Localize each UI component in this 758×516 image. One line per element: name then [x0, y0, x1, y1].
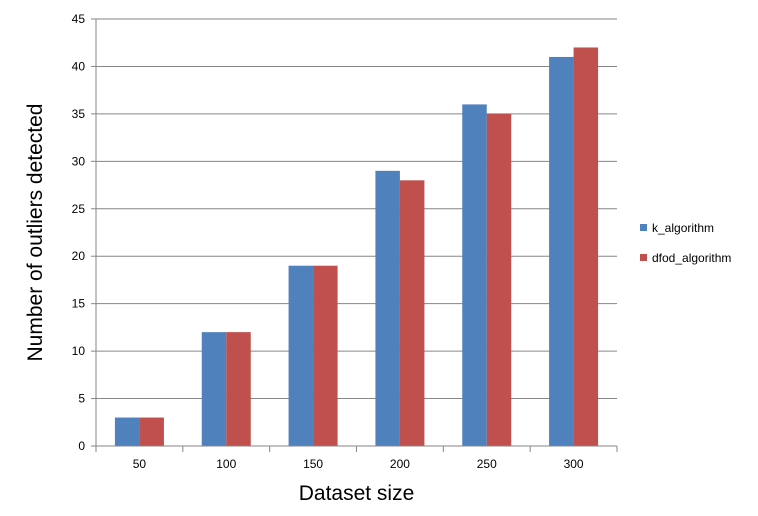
x-tick-label: 100: [216, 457, 236, 471]
y-tick-label: 20: [72, 249, 86, 263]
bar-k_algorithm-250: [462, 104, 487, 447]
bar-k_algorithm-300: [549, 56, 574, 446]
legend: k_algorithm dfod_algorithm: [640, 221, 731, 265]
x-tick-label: 250: [477, 457, 497, 471]
y-tick-label: 35: [72, 107, 86, 121]
y-axis-title: Number of outliers detected: [24, 104, 47, 362]
x-tick-label: 50: [133, 457, 147, 471]
x-tick-labels: 50 100 150 200 250 300: [95, 446, 618, 471]
x-tick-label: 150: [303, 457, 323, 471]
bar-k_algorithm-150: [288, 265, 314, 446]
y-tick-label: 10: [72, 344, 86, 358]
bar-k_algorithm-200: [375, 170, 400, 447]
legend-swatch-dfod_algorithm: [640, 254, 647, 261]
x-tick-label: 200: [390, 457, 410, 471]
legend-label-k_algorithm: k_algorithm: [652, 221, 714, 235]
y-tick-label: 30: [72, 154, 86, 168]
gridlines: [96, 18, 617, 400]
bar-k_algorithm-50: [114, 417, 140, 446]
x-tick-label: 300: [564, 457, 584, 471]
bar-dfod_algorithm-100: [226, 332, 251, 446]
bars: [114, 47, 599, 447]
x-axis-title: Dataset size: [299, 482, 415, 505]
bar-dfod_algorithm-300: [573, 47, 599, 446]
bar-dfod_algorithm-150: [313, 265, 338, 446]
legend-swatch-k_algorithm: [640, 224, 647, 231]
axes: [95, 19, 617, 447]
y-tick-label: 0: [78, 439, 85, 453]
bar-dfod_algorithm-200: [399, 180, 425, 447]
y-tick-label: 15: [72, 297, 86, 311]
y-tick-label: 5: [78, 392, 85, 406]
bar-dfod_algorithm-250: [486, 113, 512, 446]
y-tick-labels: 0 5 10 15 20 25 30 35 40 45: [72, 12, 96, 453]
bar-k_algorithm-100: [201, 332, 227, 446]
y-tick-label: 25: [72, 202, 86, 216]
bar-dfod_algorithm-50: [139, 417, 164, 446]
y-tick-label: 45: [72, 12, 86, 26]
legend-label-dfod_algorithm: dfod_algorithm: [652, 251, 731, 265]
y-tick-label: 40: [72, 59, 86, 73]
